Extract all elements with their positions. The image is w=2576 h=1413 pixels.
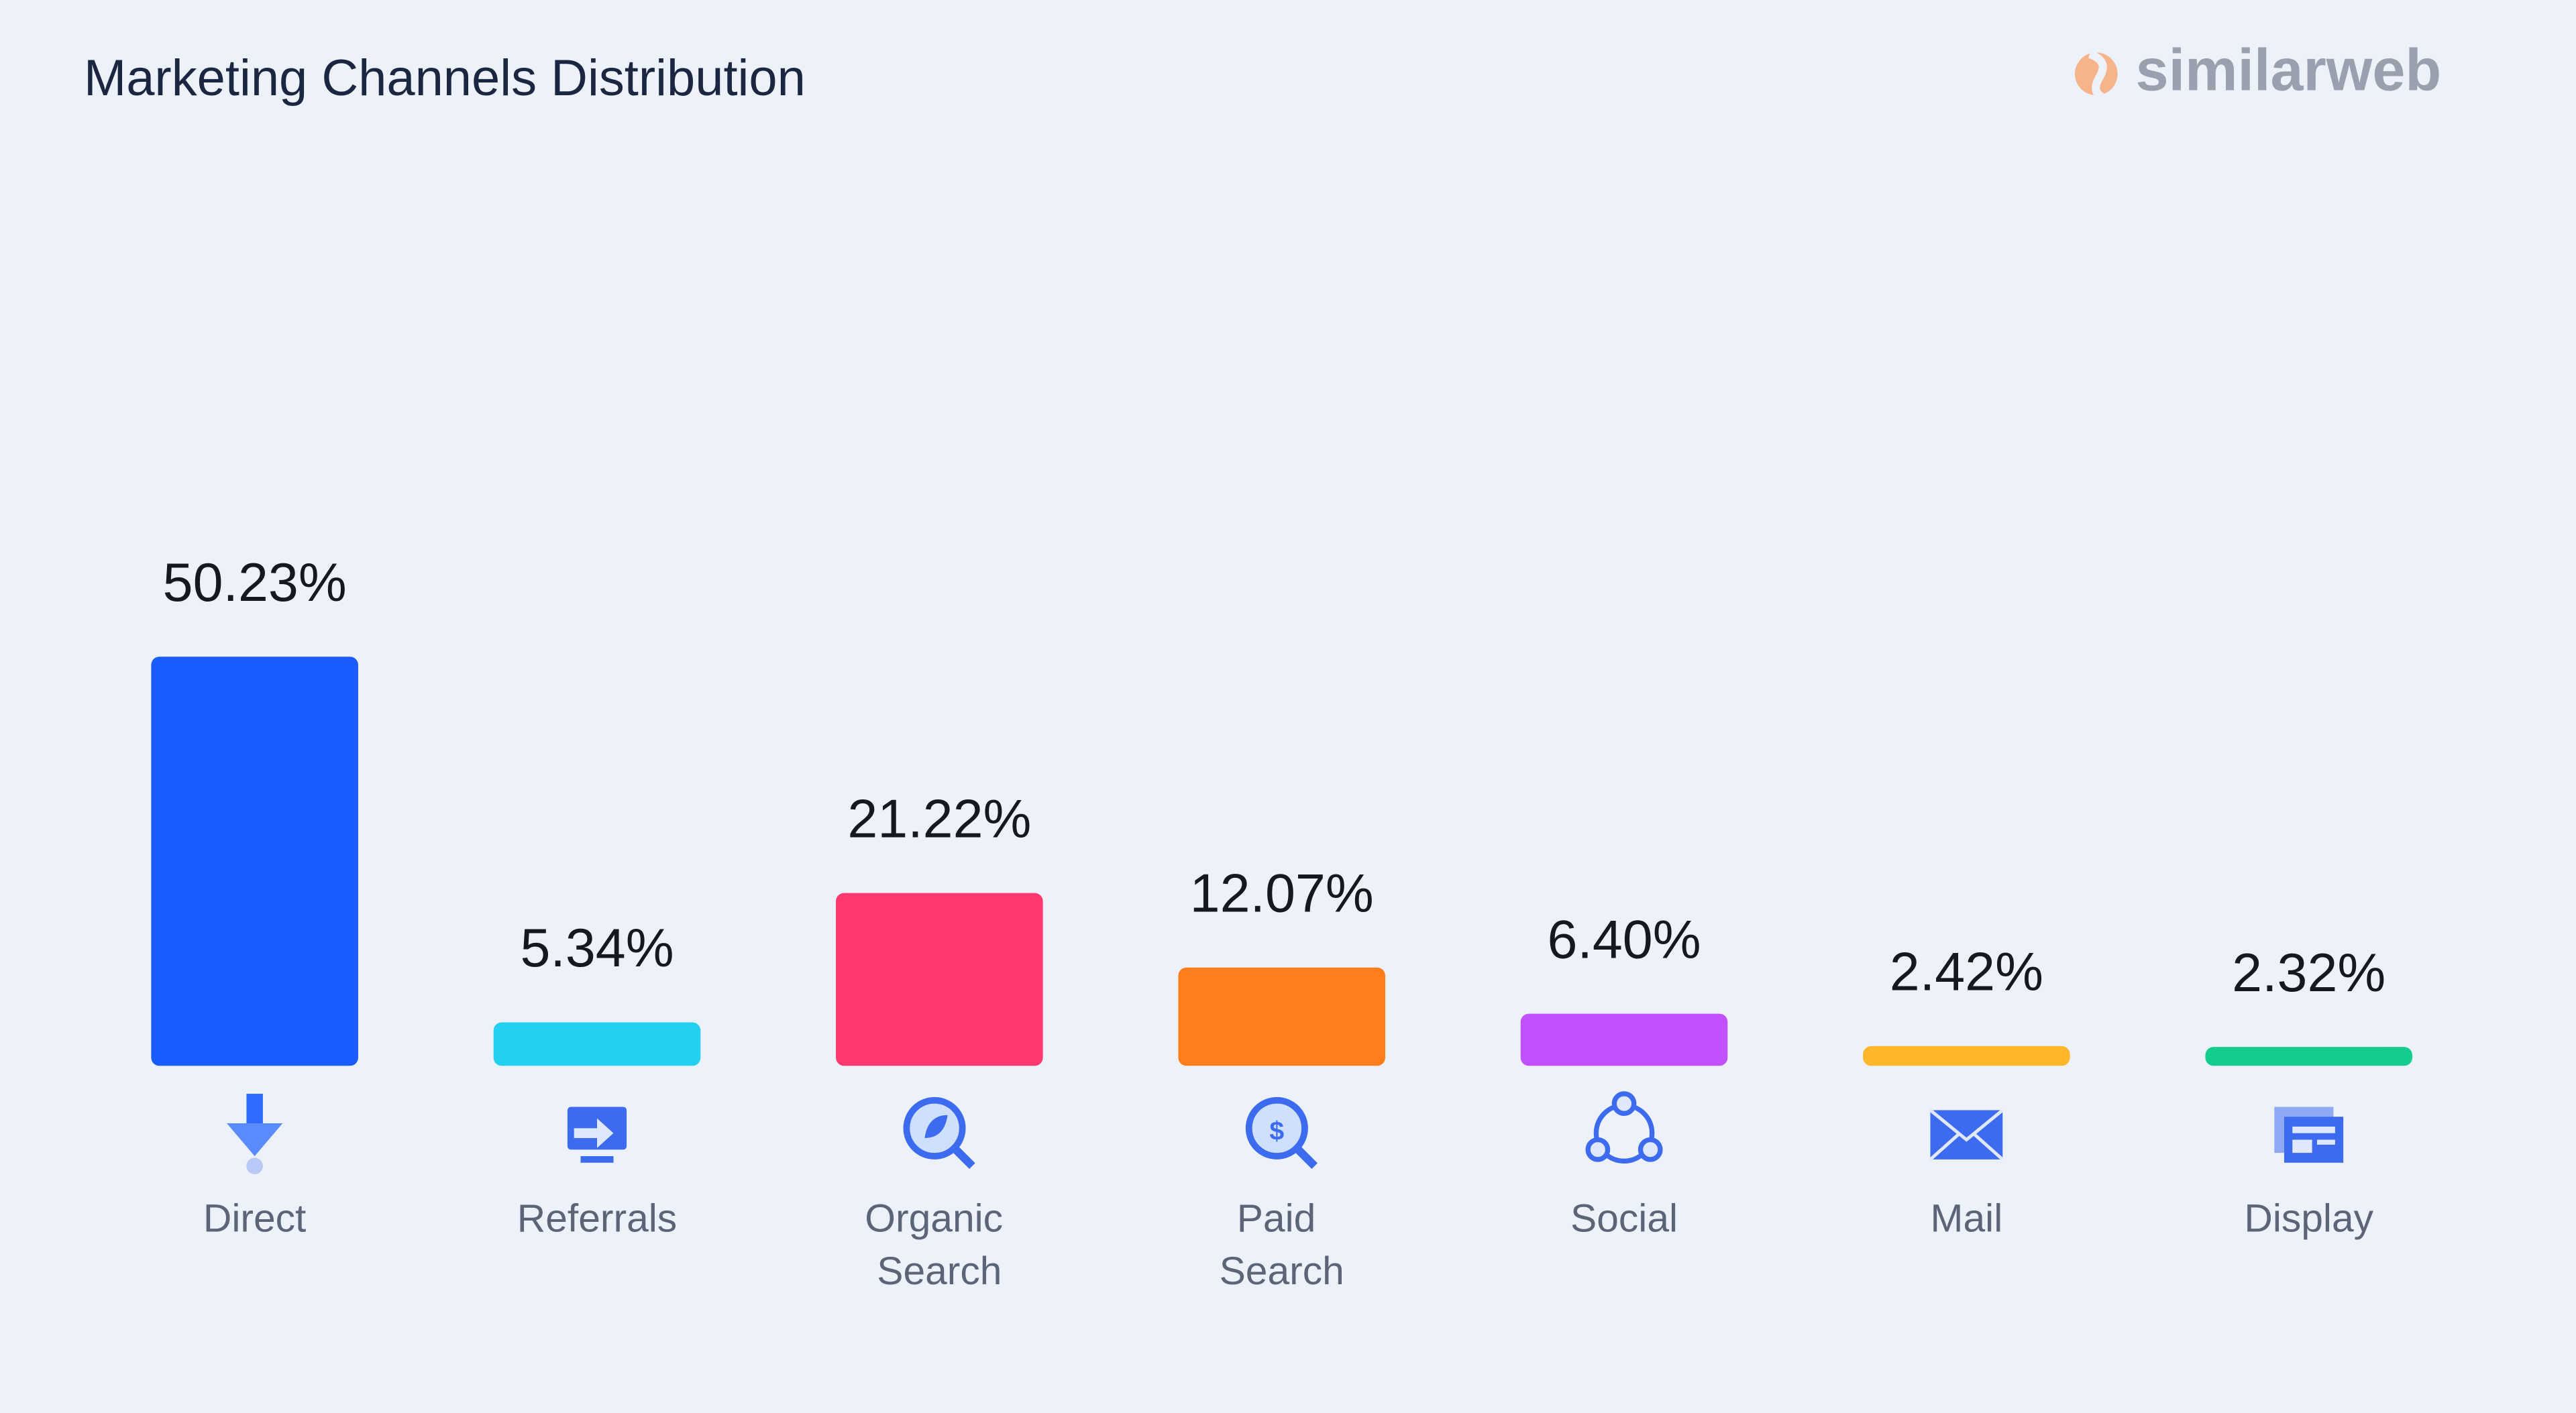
channel-icon	[1929, 1109, 2004, 1161]
channel-icon	[2274, 1107, 2344, 1163]
channel-icon	[1585, 1091, 1663, 1164]
icon-shape	[246, 1093, 263, 1127]
logo-icon-swoosh	[2088, 50, 2108, 103]
x-tick-label: Social	[1570, 1197, 1678, 1241]
channel-icon	[227, 1093, 283, 1174]
icon-shape	[2292, 1139, 2312, 1153]
value-label: 6.40%	[1547, 909, 1701, 970]
channel-icon: $	[1245, 1096, 1318, 1170]
x-tick-label: Referrals	[517, 1197, 677, 1241]
icon-shape	[1585, 1137, 1611, 1162]
x-tick-label: Direct	[203, 1197, 306, 1241]
icon-shape	[951, 1145, 975, 1170]
channel-icon	[903, 1096, 975, 1170]
logo-icon	[2075, 52, 2118, 96]
icon-shape	[924, 1115, 948, 1139]
bar	[836, 893, 1043, 1066]
icon-shape	[580, 1155, 614, 1163]
icon-shape	[246, 1157, 263, 1174]
value-label: 2.32%	[2232, 943, 2385, 1003]
bar	[1520, 1013, 1728, 1066]
icon-shape	[574, 1118, 614, 1148]
x-tick-label: Mail	[1931, 1197, 2003, 1241]
icon-shape	[1611, 1091, 1637, 1117]
icon-shape	[2292, 1126, 2335, 1133]
x-tick-label: Display	[2244, 1197, 2373, 1241]
icon-shape	[1293, 1145, 1318, 1170]
x-tick-label: Paid Search	[1220, 1197, 1344, 1293]
bar	[1178, 967, 1385, 1066]
bar	[151, 657, 358, 1066]
value-label: 50.23%	[163, 553, 347, 613]
chart-title: Marketing Channels Distribution	[84, 50, 806, 107]
icon-shape: $	[1269, 1117, 1284, 1146]
bar	[2205, 1047, 2413, 1066]
icon-shape	[1929, 1109, 2004, 1161]
brand-logo: similarweb	[2075, 37, 2441, 103]
icon-shape	[1638, 1137, 1663, 1162]
value-label: 21.22%	[847, 789, 1031, 849]
icon-shape	[227, 1123, 283, 1156]
icon-shape	[2316, 1139, 2335, 1145]
bar	[1863, 1045, 2070, 1066]
icon-shape	[1245, 1096, 1308, 1160]
value-label: 2.42%	[1890, 942, 2043, 1003]
bar	[493, 1022, 701, 1066]
x-tick-label: Organic Search	[865, 1197, 1014, 1293]
brand-name: similarweb	[2136, 37, 2442, 103]
value-label: 12.07%	[1190, 863, 1374, 923]
channel-icon	[567, 1107, 627, 1163]
value-label: 5.34%	[520, 918, 674, 978]
